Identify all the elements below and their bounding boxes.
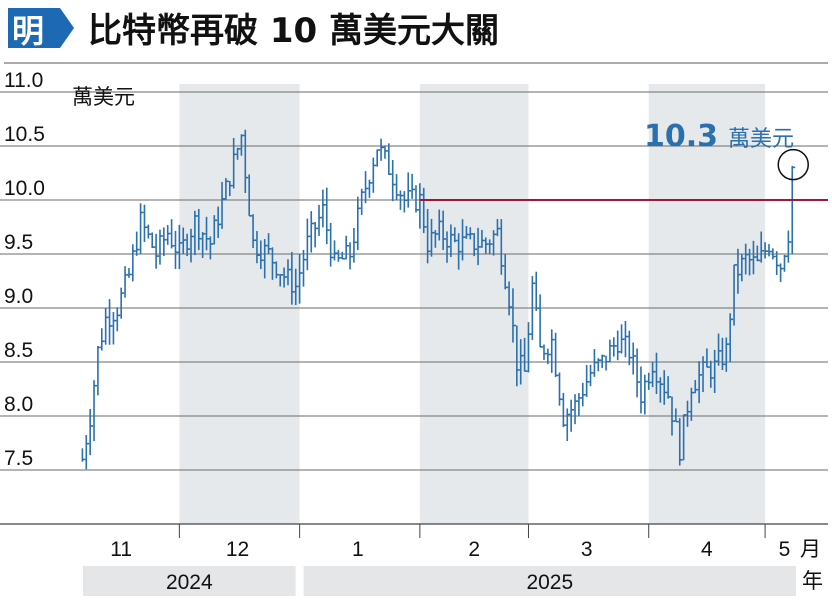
logo: 明 (8, 8, 74, 50)
y-tick-label: 10.5 (4, 123, 45, 146)
y-tick-label: 8.0 (4, 393, 33, 416)
shaded-band-0 (179, 84, 300, 524)
y-tick-label: 10.0 (4, 177, 45, 200)
year-bands: 2024 2025 (83, 566, 796, 596)
x-tick-label: 11 (110, 538, 132, 561)
logo-badge (8, 8, 74, 48)
shaded-band-1 (419, 84, 529, 524)
x-tick-label: 1 (352, 538, 364, 561)
y-axis-ticks: 7.5 8.0 8.5 9.0 9.5 10.0 10.5 11.0 (4, 69, 45, 470)
x-tick-label: 5 (779, 538, 791, 561)
logo-text: 明 (12, 12, 44, 50)
y-tick-label: 11.0 (4, 69, 43, 92)
y-tick-label: 7.5 (4, 447, 33, 470)
y-tick-label: 9.5 (4, 231, 33, 254)
y-tick-label: 8.5 (4, 339, 33, 362)
x-tick-label: 12 (226, 538, 249, 561)
year-band-label: 2024 (166, 571, 213, 594)
x-axis: 11 12 1 2 3 4 5 (110, 524, 790, 561)
year-band-bg (303, 566, 796, 596)
shaded-band-2 (648, 84, 766, 524)
annotation-circle (777, 148, 809, 181)
gridlines (0, 91, 828, 525)
x-tick-label: 3 (581, 538, 593, 561)
annotation-unit: 萬美元 (728, 127, 794, 152)
year-band-bg (83, 566, 296, 596)
year-unit-label: 年 (802, 570, 823, 593)
y-unit-label: 萬美元 (72, 85, 135, 109)
x-tick-label: 2 (468, 538, 480, 561)
annotation-value: 10.3 (644, 119, 718, 154)
year-band-label: 2025 (526, 571, 573, 594)
shaded-month-bands (179, 84, 766, 524)
y-tick-label: 9.0 (4, 285, 33, 308)
chart-title: 比特幣再破 10 萬美元大關 (88, 11, 499, 51)
x-tick-label: 4 (701, 538, 713, 561)
price-bars (81, 129, 796, 470)
month-unit-label: 月 (800, 538, 821, 561)
